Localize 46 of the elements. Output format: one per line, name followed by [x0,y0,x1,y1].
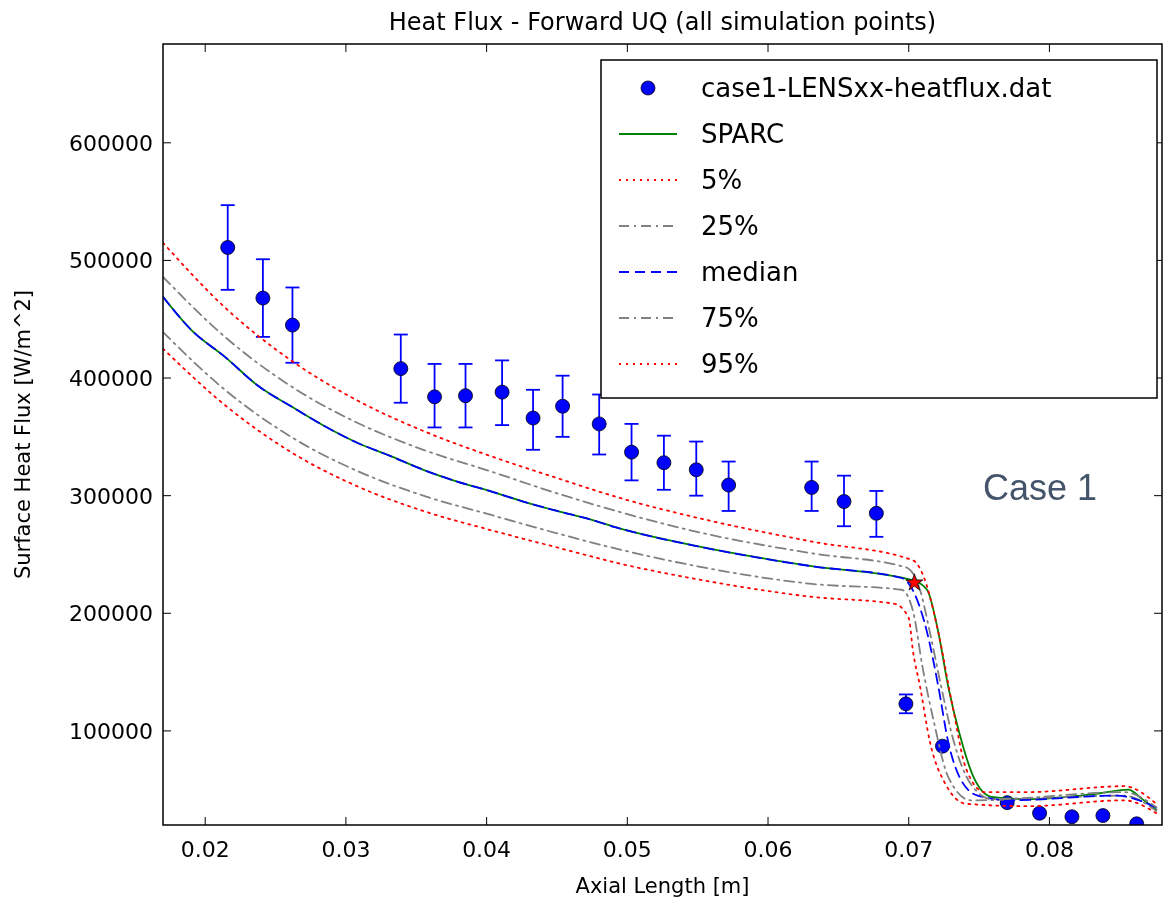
x-tick-label: 0.07 [884,837,934,862]
point [458,388,473,404]
point [721,477,737,493]
point [905,573,924,591]
x-tick-label: 0.05 [602,837,652,862]
point [1064,809,1080,825]
y-tick-label: 200000 [69,601,153,627]
y-tick-label: 100000 [69,718,153,744]
x-tick-label: 0.08 [1024,837,1074,862]
y-tick-label: 600000 [69,130,153,156]
point [656,455,672,471]
point [494,384,510,400]
point [868,505,884,521]
x-tick-label: 0.02 [180,837,230,862]
point [688,462,704,478]
x-tick-label: 0.04 [462,837,512,862]
point [285,317,300,333]
point [220,240,236,255]
x-tick-label: 0.03 [321,837,371,862]
point [1032,805,1047,821]
legend-label: median [701,257,799,287]
point [624,444,639,460]
point [255,290,271,306]
x-tick-label: 0.06 [743,837,793,862]
point [525,410,541,426]
y-tick-label: 400000 [69,366,153,392]
legend-label: SPARC [701,119,785,149]
legend-label: 95% [701,349,759,379]
point [591,416,607,432]
x-axis-title: Axial Length [m] [575,874,750,898]
chart-title: Heat Flux - Forward UQ (all simulation points) [388,8,937,36]
point [935,738,950,754]
y-axis-title: Surface Heat Flux [W/m^2] [11,289,35,580]
point [555,398,570,414]
point [427,389,442,405]
y-tick-label: 500000 [69,248,153,274]
legend-label: 75% [701,303,759,333]
legend-label: 5% [701,165,743,195]
point [393,361,409,377]
annotation: Case 1 [982,467,1098,508]
y-tick-label: 300000 [69,483,153,509]
point [1095,808,1111,823]
point [836,494,852,509]
legend-label: case1-LENSxx-heatflux.dat [701,73,1052,103]
point [804,480,820,495]
legend-label: 25% [701,211,759,241]
